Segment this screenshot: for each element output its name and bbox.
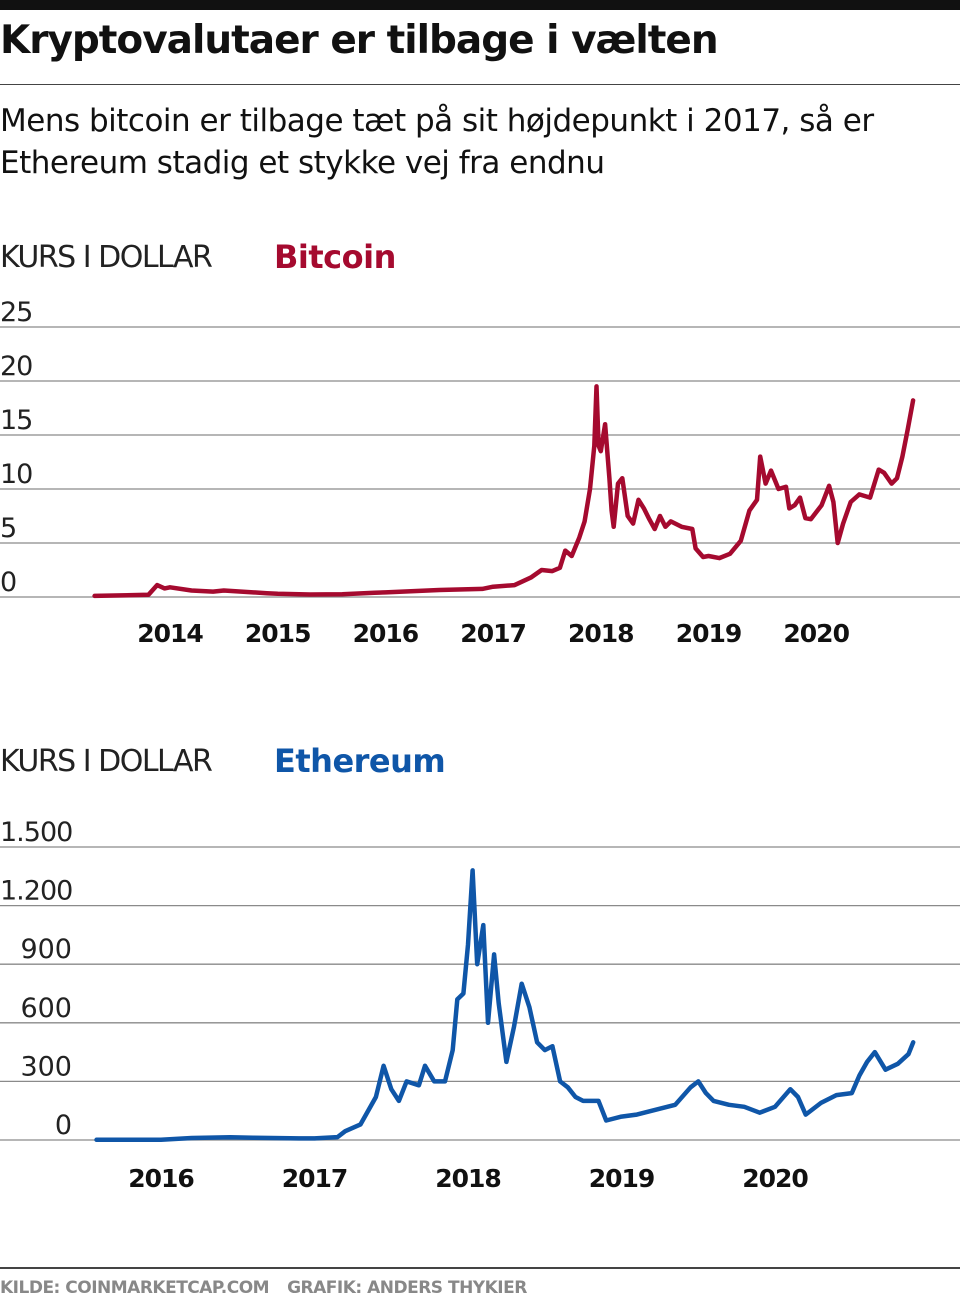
- btc-price-line: [92, 384, 916, 599]
- btc-x-tick-label: 2015: [245, 619, 311, 648]
- btc-x-tick-label: 2020: [783, 619, 849, 648]
- source-credit: KILDE: COINMARKETCAP.COM: [0, 1278, 270, 1298]
- btc-y-tick-label: 5: [0, 513, 16, 544]
- eth-y-tick-label: 900: [20, 934, 72, 965]
- btc-y-tick-label: 0: [0, 567, 16, 598]
- btc-y-tick-label: 25: [0, 297, 32, 328]
- eth-y-tick-label: 1.200: [0, 876, 72, 907]
- divider: [0, 84, 960, 85]
- btc-chart-title: Bitcoin: [274, 238, 396, 276]
- bitcoin-chart: 0 5 10 15 20 25 2014 2015 2016 2017 2018 2019 2020: [0, 297, 960, 648]
- page-title: Kryptovalutaer er tilbage i vælten: [0, 18, 719, 63]
- btc-x-tick-label: 2019: [676, 619, 742, 648]
- btc-x-tick-label: 2018: [568, 619, 634, 648]
- eth-x-tick-label: 2018: [435, 1164, 501, 1193]
- graphic-credit: GRAFIK: ANDERS THYKIER: [287, 1278, 527, 1298]
- subtitle: Mens bitcoin er tilbage tæt på sit højde…: [0, 103, 874, 181]
- eth-x-tick-label: 2020: [742, 1164, 808, 1193]
- btc-y-tick-label: 15: [0, 405, 32, 436]
- eth-chart-title: Ethereum: [274, 742, 446, 780]
- footer: KILDE: COINMARKETCAP.COM GRAFIK: ANDERS T…: [0, 1278, 545, 1298]
- eth-y-tick-label: 1.500: [0, 817, 72, 848]
- btc-y-tick-label: 20: [0, 351, 32, 382]
- eth-y-tick-label: 0: [55, 1110, 72, 1141]
- eth-y-tick-label: 600: [20, 993, 72, 1024]
- eth-x-tick-label: 2017: [282, 1164, 348, 1193]
- ethereum-chart: 0 300 600 900 1.200 1.500 2016 2017 2018 2019 2020: [0, 817, 960, 1193]
- eth-y-axis-label: KURS I DOLLAR: [0, 744, 213, 779]
- divider: [0, 1267, 960, 1269]
- btc-x-tick-label: 2017: [460, 619, 526, 648]
- eth-y-tick-label: 300: [20, 1051, 72, 1082]
- btc-y-axis-label: KURS I DOLLAR: [0, 240, 213, 275]
- eth-price-line: [94, 868, 916, 1143]
- btc-x-tick-label: 2014: [137, 619, 203, 648]
- top-bar: [0, 0, 960, 10]
- eth-x-tick-label: 2019: [589, 1164, 655, 1193]
- eth-x-tick-label: 2016: [128, 1164, 194, 1193]
- btc-x-tick-label: 2016: [353, 619, 419, 648]
- btc-y-tick-label: 10: [0, 459, 32, 490]
